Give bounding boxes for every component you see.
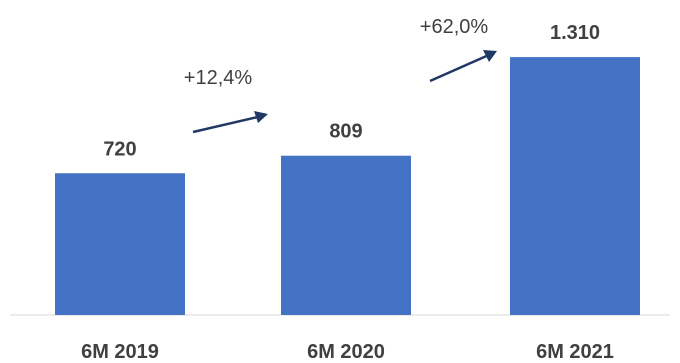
value-label-6m-2019: 720	[103, 138, 136, 160]
bar-6m-2020	[281, 155, 411, 315]
growth-arrow-2020-2021	[429, 52, 492, 83]
value-label-6m-2021: 1.310	[550, 22, 600, 44]
value-label-6m-2020: 809	[329, 121, 362, 143]
growth-arrowhead-2020-2021	[483, 50, 497, 62]
bar-6m-2021	[510, 57, 640, 315]
growth-annotations: +12,4% +62,0%	[184, 16, 497, 134]
category-labels: 6M 2019 6M 2020 6M 2021	[81, 341, 614, 363]
growth-arrow-2019-2020	[192, 114, 263, 134]
bar-6m-2019	[55, 173, 185, 315]
value-labels: 720 809 1.310	[103, 22, 600, 160]
category-label-6m-2019: 6M 2019	[81, 341, 159, 363]
growth-label-2019-2020: +12,4%	[184, 67, 253, 89]
growth-label-2020-2021: +62,0%	[420, 16, 489, 38]
bars-group	[55, 57, 640, 315]
category-label-6m-2021: 6M 2021	[536, 341, 614, 363]
category-label-6m-2020: 6M 2020	[307, 341, 385, 363]
growth-arrowhead-2019-2020	[254, 111, 268, 123]
